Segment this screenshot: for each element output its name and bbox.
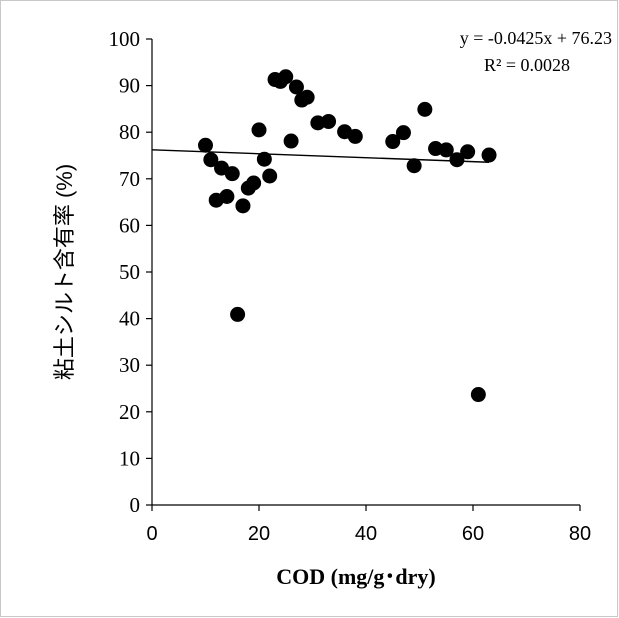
data-point — [235, 198, 251, 214]
data-point — [256, 151, 272, 167]
data-point — [481, 147, 497, 163]
data-point — [251, 122, 267, 138]
x-axis-title: COD (mg/g･dry) — [276, 564, 435, 589]
y-tick-label: 80 — [119, 120, 140, 144]
data-point — [203, 152, 219, 168]
axes — [151, 39, 580, 506]
data-point — [438, 142, 454, 158]
y-axis-ticks: 0 10 20 30 40 50 60 70 80 90 100 — [109, 27, 152, 517]
data-point — [385, 134, 401, 150]
data-point — [395, 125, 411, 141]
data-point — [278, 69, 294, 85]
x-axis-ticks: 0 20 40 60 80 — [146, 505, 591, 545]
y-tick-label: 30 — [119, 353, 140, 377]
x-tick-label: 40 — [355, 523, 377, 545]
y-tick-label: 40 — [119, 307, 140, 331]
x-tick-label: 20 — [248, 523, 270, 545]
r-squared-label: R² = 0.0028 — [484, 55, 570, 75]
data-points — [198, 69, 497, 403]
data-point — [321, 113, 337, 129]
y-tick-label: 20 — [119, 400, 140, 424]
data-point — [246, 175, 262, 191]
data-point — [470, 387, 486, 403]
data-point — [283, 133, 299, 149]
data-point — [299, 89, 315, 105]
data-point — [417, 101, 433, 117]
data-point — [262, 168, 278, 184]
data-point — [224, 166, 240, 182]
y-tick-label: 10 — [119, 446, 140, 470]
data-point — [460, 144, 476, 160]
data-point — [406, 158, 422, 174]
y-tick-label: 100 — [109, 27, 141, 51]
y-tick-label: 60 — [119, 213, 140, 237]
y-tick-label: 0 — [130, 493, 141, 517]
data-point — [198, 137, 213, 153]
data-point — [230, 306, 246, 322]
y-tick-label: 70 — [119, 167, 140, 191]
y-tick-label: 50 — [119, 260, 140, 284]
data-point — [219, 189, 235, 205]
data-point — [288, 79, 304, 95]
data-point — [449, 152, 465, 168]
x-tick-label: 80 — [569, 523, 591, 545]
trendline-equation: y = -0.0425x + 76.23 — [460, 28, 612, 48]
y-axis-title: 粘土シルト含有率 (%) — [52, 164, 77, 380]
x-tick-label: 0 — [146, 523, 157, 545]
y-tick-label: 90 — [119, 74, 140, 98]
x-tick-label: 60 — [462, 523, 484, 545]
data-point — [347, 128, 363, 144]
